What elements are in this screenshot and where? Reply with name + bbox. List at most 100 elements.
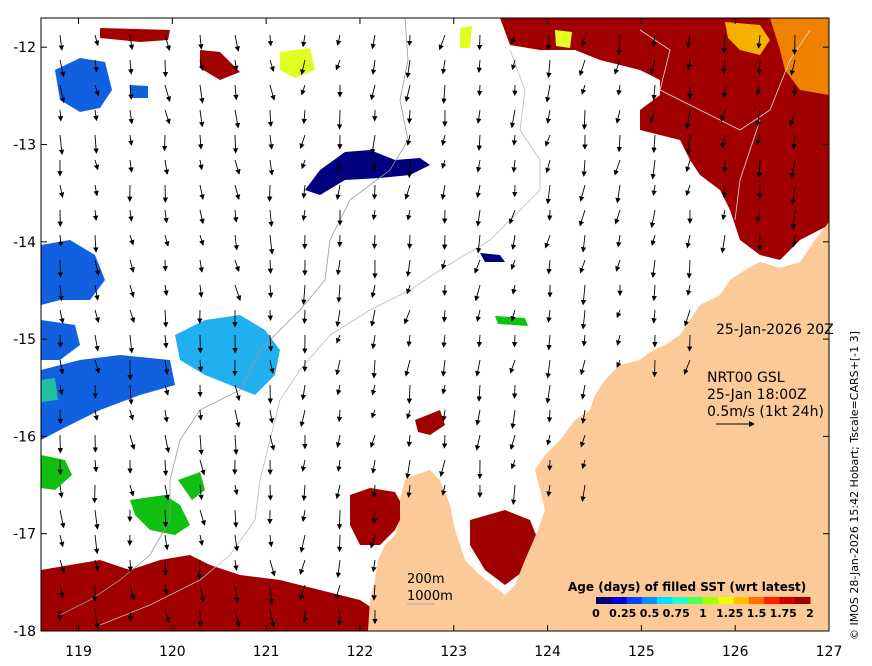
current-arrow [406,109,413,124]
current-arrow [790,184,797,205]
current-arrow [163,409,169,423]
current-arrow [162,559,169,576]
current-arrow [197,409,204,421]
mainland-land [368,222,829,631]
current-arrow [162,309,169,328]
x-tick-label: 126 [722,644,749,660]
y-tick-label: -17 [13,527,36,543]
current-arrow [94,334,100,352]
current-arrow [406,334,412,347]
current-arrow [94,284,100,301]
current-arrow [406,134,412,146]
current-arrow [649,209,656,229]
current-arrow [720,109,726,122]
current-arrow [370,284,376,299]
current-arrow [198,434,204,456]
current-arrow [94,309,100,323]
current-arrow [57,109,64,122]
current-arrow [580,384,586,400]
current-arrow [579,259,586,274]
current-arrow [756,34,762,49]
current-arrow [268,534,274,548]
current-arrow [58,184,65,198]
current-arrow [404,84,411,103]
current-arrow [128,34,135,51]
current-arrow [580,309,587,330]
current-arrow [580,84,587,95]
sst-patch-green-3 [41,455,72,490]
current-arrow [199,584,206,603]
current-arrow [129,434,136,450]
colorbar-swatch [794,597,811,604]
current-arrow [234,159,241,175]
current-arrow [335,484,341,500]
current-arrow [616,84,622,96]
current-arrow [233,534,240,552]
current-arrow [721,209,727,221]
current-arrow [370,59,377,75]
current-arrow [336,384,342,396]
current-arrow [616,34,622,56]
sst-patch-small [200,50,240,80]
sst-patch-green-1 [130,495,190,535]
current-arrow [93,409,99,421]
current-arrow [511,384,518,399]
current-arrow [94,609,100,630]
current-arrow [476,334,483,348]
current-scale-label: 0.5m/s (1kt 24h) [707,404,824,420]
current-arrow [686,284,692,296]
current-arrow [406,409,412,420]
current-arrow [233,59,239,72]
colorbar-tick-label: 1.75 [770,607,797,620]
current-arrow [335,259,342,276]
current-arrow [127,559,134,572]
current-arrow [300,459,307,472]
current-arrow [580,434,586,448]
current-arrow [369,84,376,101]
current-arrow [267,309,274,321]
current-arrow [129,259,135,273]
y-tick-label: -18 [13,624,36,640]
colorbar-swatch [748,597,765,604]
current-arrow [613,159,621,176]
sst-patch-northeast [500,18,829,260]
current-arrow [476,109,482,124]
current-arrow [269,359,275,374]
current-arrow [57,259,64,278]
current-arrow [685,109,691,130]
current-arrow [440,184,446,200]
y-axis: -12 -13 -14 -15 -16 -17 -18 [13,40,829,640]
current-arrow [511,159,517,173]
current-arrow [686,59,692,71]
current-arrow [93,184,99,197]
current-arrow [234,34,240,52]
isobath-east [734,119,761,221]
current-arrow [268,409,275,424]
current-arrow [441,484,447,496]
current-arrow [510,309,516,322]
current-arrow [129,284,135,298]
current-arrow [476,134,483,151]
current-arrow [616,359,622,368]
plot-frame [40,17,830,632]
current-arrow [755,209,761,223]
current-arrow [545,84,551,103]
current-arrow [369,534,376,549]
current-arrow [59,584,65,599]
current-arrow [370,34,376,50]
current-arrow [615,184,621,204]
current-arrow [476,59,483,73]
current-arrow [234,184,241,201]
current-arrow [336,459,342,472]
current-arrow [544,234,551,249]
current-arrow [336,509,343,530]
current-arrow [128,134,134,147]
sst-patch-orange [770,18,829,95]
current-arrow [233,559,239,571]
current-arrow [233,509,239,528]
current-arrow [269,84,276,101]
current-arrow [94,359,101,374]
colorbar-swatch [764,597,780,604]
colorbar-swatch [657,597,673,604]
current-arrow [164,84,172,102]
